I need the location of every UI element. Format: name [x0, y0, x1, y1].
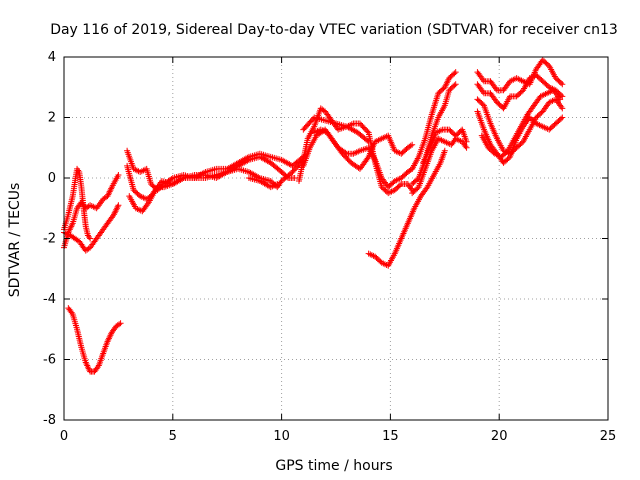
data-point-plus: [407, 142, 414, 149]
data-point-plus: [451, 82, 458, 89]
y-tick-label: 0: [48, 171, 56, 186]
data-point-plus: [414, 176, 421, 183]
data-point-plus: [274, 181, 281, 188]
data-point-plus: [463, 144, 470, 151]
data-point-plus: [479, 101, 486, 108]
axis-ticks: 0 5 10 15 20 25 -8 -6 -4 -2 0 2 4: [43, 50, 616, 444]
data-point-plus: [557, 115, 564, 122]
y-tick-label: 4: [48, 50, 56, 65]
data-point-plus: [115, 202, 122, 209]
data-points: [61, 57, 566, 375]
data-point-plus: [557, 96, 564, 103]
data-point-plus: [364, 137, 371, 144]
chart-title: Day 116 of 2019, Sidereal Day-to-day VTE…: [50, 22, 618, 38]
grid-lines: [64, 57, 608, 420]
data-point-plus: [355, 164, 362, 171]
data-point-plus: [116, 321, 123, 328]
data-point-plus: [409, 141, 416, 148]
data-point-plus: [452, 69, 459, 76]
data-point-plus: [87, 235, 94, 242]
y-axis-label: SDTVAR / TECUs: [7, 183, 23, 298]
x-tick-label: 20: [491, 429, 508, 444]
data-point-plus: [291, 175, 298, 181]
data-point-plus: [451, 70, 458, 77]
x-tick-label: 10: [273, 429, 290, 444]
data-point-plus: [559, 114, 566, 121]
data-point-plus: [559, 81, 566, 88]
y-tick-label: -8: [43, 413, 56, 428]
data-point-plus: [557, 80, 564, 87]
data-point-plus: [365, 138, 372, 145]
y-tick-label: -6: [43, 353, 56, 368]
x-axis-label: GPS time / hours: [275, 458, 392, 474]
data-point-plus: [117, 320, 124, 327]
data-point-plus: [364, 128, 371, 135]
x-tick-label: 15: [382, 429, 399, 444]
y-tick-label: 2: [48, 111, 56, 126]
data-point-plus: [85, 245, 92, 252]
data-point-plus: [396, 182, 403, 189]
data-point-plus: [441, 147, 448, 154]
data-point-plus: [505, 155, 512, 162]
data-point-plus: [559, 105, 566, 112]
data-point-plus: [452, 81, 459, 88]
data-point-plus: [115, 171, 122, 178]
data-point-plus: [320, 107, 327, 114]
x-tick-label: 25: [600, 429, 617, 444]
x-tick-label: 5: [169, 429, 177, 444]
data-point-plus: [74, 237, 81, 244]
data-point-plus: [414, 185, 421, 192]
y-tick-label: -4: [43, 292, 56, 307]
x-tick-label: 0: [60, 429, 68, 444]
y-tick-label: -2: [43, 232, 56, 247]
